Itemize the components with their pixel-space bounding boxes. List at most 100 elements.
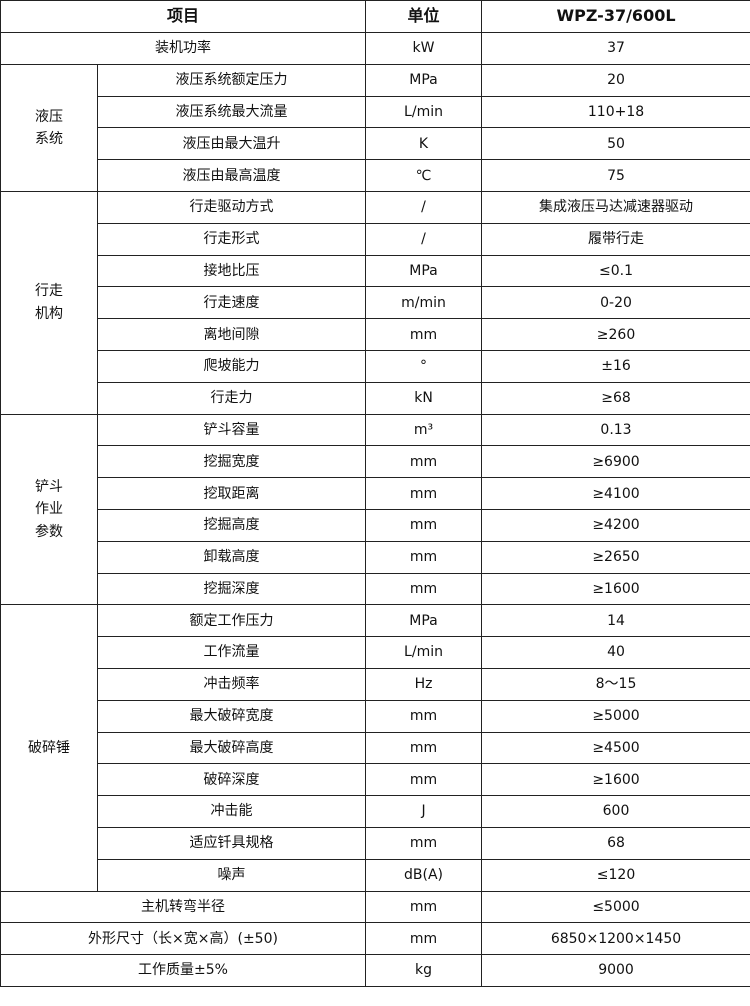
param-label: 铲斗容量 <box>96 413 367 447</box>
param-value: ±16 <box>481 349 750 383</box>
param-label: 主机转弯半径 <box>0 890 367 924</box>
param-label: 冲击能 <box>96 795 367 828</box>
table-row: 冲击频率 Hz 8～15 <box>1 667 750 701</box>
param-unit: / <box>365 190 483 224</box>
param-label: 液压由最高温度 <box>96 159 367 192</box>
param-label: 液压系统额定压力 <box>96 63 367 97</box>
param-unit: mm <box>365 699 483 733</box>
param-unit: mm <box>365 477 483 510</box>
table-row: 破碎深度 mm ≥1600 <box>1 763 750 797</box>
table-row: 接地比压 MPa ≤0.1 <box>1 254 750 288</box>
param-unit: mm <box>365 540 483 574</box>
header-model: WPZ-37/600L <box>481 0 750 33</box>
param-label: 最大破碎宽度 <box>96 699 367 733</box>
param-value: 40 <box>481 636 750 669</box>
param-unit: kW <box>365 32 483 65</box>
table-row: 液压系统最大流量 L/min 110+18 <box>1 95 750 129</box>
table-row: 最大破碎高度 mm ≥4500 <box>1 731 750 765</box>
table-row: 噪声 dB(A) ≤120 <box>1 858 750 892</box>
param-unit: mm <box>365 731 483 765</box>
table-row: 爬坡能力 ° ±16 <box>1 349 750 383</box>
table-row: 破碎锤 额定工作压力 MPa 14 <box>0 604 750 892</box>
table-row: 冲击能 J 600 <box>1 795 750 828</box>
param-label: 离地间隙 <box>96 318 367 351</box>
table-row: 外形尺寸（长×宽×高）(±50) mm 6850×1200×1450 <box>0 922 750 956</box>
param-value: 50 <box>481 127 750 161</box>
group-label: 液压 系统 <box>0 63 98 192</box>
param-label: 噪声 <box>96 858 367 892</box>
group-label: 破碎锤 <box>0 604 98 892</box>
param-value: 履带行走 <box>481 222 750 256</box>
param-unit: ℃ <box>365 159 483 192</box>
table-row: 行走速度 m/min 0-20 <box>1 286 750 320</box>
table-row: 行走形式 / 履带行走 <box>1 222 750 256</box>
param-label: 挖掘宽度 <box>96 445 367 479</box>
table-row: 适应钎具规格 mm 68 <box>1 826 750 860</box>
param-value: ≥6900 <box>481 445 750 479</box>
param-value: 14 <box>481 604 750 638</box>
table-row: 挖掘深度 mm ≥1600 <box>1 572 750 606</box>
table-row: 装机功率 kW 37 <box>0 32 750 65</box>
param-label: 液压由最大温升 <box>96 127 367 161</box>
table-row: 离地间隙 mm ≥260 <box>1 318 750 351</box>
table-row: 挖取距离 mm ≥4100 <box>1 477 750 510</box>
param-label: 液压系统最大流量 <box>96 95 367 129</box>
param-value: ≥260 <box>481 318 750 351</box>
param-value: 0.13 <box>481 413 750 447</box>
param-unit: mm <box>365 508 483 542</box>
param-value: 68 <box>481 826 750 860</box>
param-value: 600 <box>481 795 750 828</box>
param-value: ≤120 <box>481 858 750 892</box>
param-unit: K <box>365 127 483 161</box>
param-value: ≥2650 <box>481 540 750 574</box>
header-unit: 单位 <box>365 0 483 33</box>
param-label: 挖取距离 <box>96 477 367 510</box>
param-unit: L/min <box>365 95 483 129</box>
param-unit: kg <box>365 954 483 987</box>
param-value: 0-20 <box>481 286 750 320</box>
param-unit: m/min <box>365 286 483 320</box>
param-value: 8～15 <box>481 667 750 701</box>
group-label: 铲斗 作业 参数 <box>0 413 98 606</box>
table-row: 卸载高度 mm ≥2650 <box>1 540 750 574</box>
param-label: 冲击频率 <box>96 667 367 701</box>
param-value: ≥5000 <box>481 699 750 733</box>
table-row: 行走力 kN ≥68 <box>1 381 750 415</box>
header-row: 项目 单位 WPZ-37/600L <box>0 0 750 33</box>
param-unit: mm <box>365 572 483 606</box>
param-unit: MPa <box>365 604 483 638</box>
param-unit: mm <box>365 318 483 351</box>
table-row: 液压由最大温升 K 50 <box>1 127 750 161</box>
param-value: ≥68 <box>481 381 750 415</box>
param-value: ≥1600 <box>481 763 750 797</box>
param-unit: MPa <box>365 63 483 97</box>
param-unit: L/min <box>365 636 483 669</box>
header-item: 项目 <box>0 0 367 33</box>
param-unit: J <box>365 795 483 828</box>
param-unit: / <box>365 222 483 256</box>
table-row: 行走 机构 行走驱动方式 / 集成液压马达减速器驱动 <box>0 190 750 415</box>
param-unit: Hz <box>365 667 483 701</box>
param-label: 挖掘高度 <box>96 508 367 542</box>
param-value: ≥1600 <box>481 572 750 606</box>
param-unit: mm <box>365 445 483 479</box>
param-value: ≥4500 <box>481 731 750 765</box>
param-label: 挖掘深度 <box>96 572 367 606</box>
param-value: ≥4100 <box>481 477 750 510</box>
param-value: ≤0.1 <box>481 254 750 288</box>
param-label: 行走形式 <box>96 222 367 256</box>
param-value: ≤5000 <box>481 890 750 924</box>
param-value: 37 <box>481 32 750 65</box>
table-row: 铲斗 作业 参数 铲斗容量 m³ 0.13 <box>0 413 750 606</box>
param-label: 接地比压 <box>96 254 367 288</box>
param-unit: kN <box>365 381 483 415</box>
table-row: 液压由最高温度 ℃ 75 <box>1 159 750 192</box>
param-unit: ° <box>365 349 483 383</box>
spec-table-body: 装机功率 kW 37 液压 系统 液压系统额定压力 MPa 20 液压系统最大流量 L/min 1… <box>0 32 750 987</box>
param-label: 爬坡能力 <box>96 349 367 383</box>
param-label: 外形尺寸（长×宽×高）(±50) <box>0 922 367 956</box>
table-row: 工作质量±5% kg 9000 <box>0 954 750 987</box>
param-unit: mm <box>365 922 483 956</box>
param-label: 最大破碎高度 <box>96 731 367 765</box>
